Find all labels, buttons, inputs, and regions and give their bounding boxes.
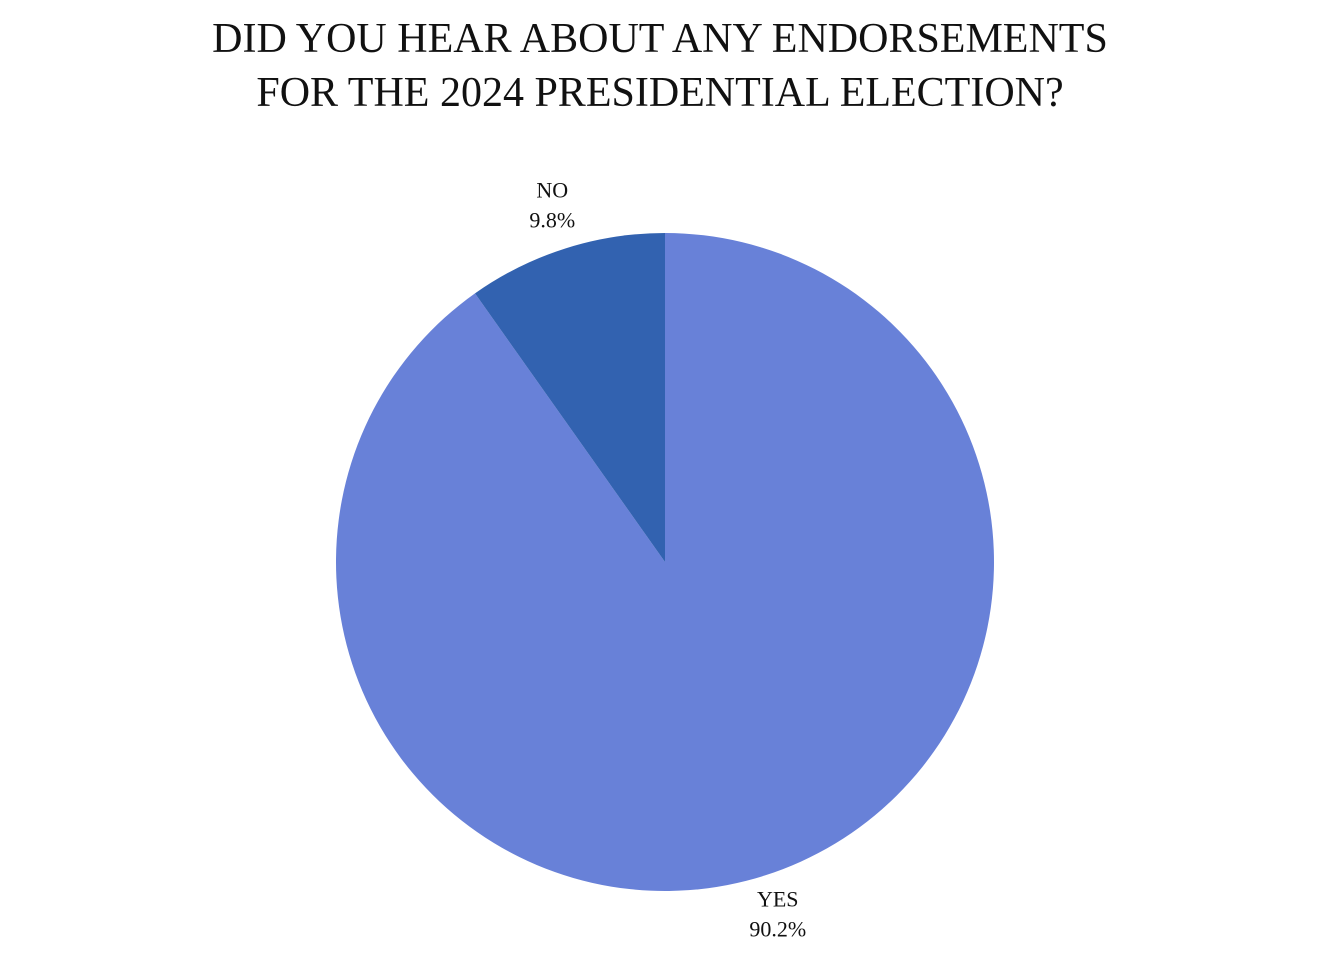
chart-title: DID YOU HEAR ABOUT ANY ENDORSEMENTS FOR …: [212, 16, 1108, 116]
value-label: 9.8%: [529, 208, 575, 233]
slice-label: NO: [536, 178, 568, 203]
value-label: 90.2%: [749, 917, 806, 942]
pie-slice: [474, 233, 665, 562]
slice-label: YES: [757, 887, 799, 912]
